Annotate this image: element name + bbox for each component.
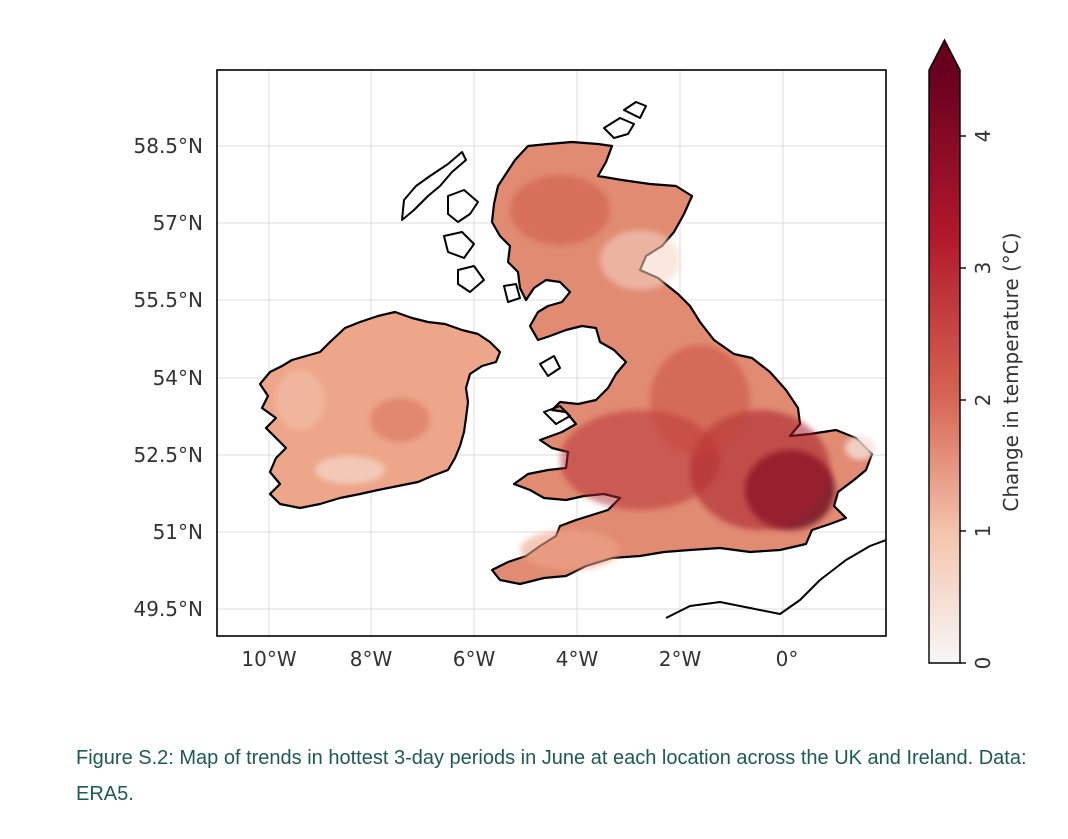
lon-label: 2°W <box>659 647 702 671</box>
shetland-coast <box>623 101 647 119</box>
anglesey-coast <box>543 405 571 425</box>
france-coast <box>665 539 886 619</box>
lat-label: 52.5°N <box>134 443 204 467</box>
lat-label: 54°N <box>153 366 203 390</box>
colorbar-extend-arrow <box>929 40 960 70</box>
colorbar-gradient <box>929 70 960 663</box>
colorbar: 0 1 2 3 4 Change in temperature (°C) <box>928 38 1023 670</box>
map-figure: 58.5°N 57°N 55.5°N 54°N 52.5°N 51°N 49.5… <box>134 38 1023 671</box>
island-coastlines <box>401 101 886 619</box>
islay-coast <box>457 265 485 293</box>
isle-of-man-coast <box>539 355 561 377</box>
skye-coast <box>447 189 479 223</box>
colorbar-tick-label: 0 <box>971 657 995 670</box>
ireland-landmass <box>258 310 502 510</box>
arran-coast <box>503 283 521 303</box>
plot-frame <box>216 69 887 637</box>
latitude-labels: 58.5°N 57°N 55.5°N 54°N 52.5°N 51°N 49.5… <box>134 134 204 621</box>
lon-label: 0° <box>776 647 799 671</box>
lat-label: 51°N <box>153 520 203 544</box>
lat-label: 49.5°N <box>134 597 204 621</box>
longitude-labels: 10°W 8°W 6°W 4°W 2°W 0° <box>241 647 798 671</box>
outer-hebrides-coast <box>401 151 467 221</box>
mull-coast <box>443 231 475 259</box>
colorbar-outline <box>928 38 961 664</box>
lon-label: 4°W <box>556 647 599 671</box>
lon-label: 6°W <box>453 647 496 671</box>
lat-label: 57°N <box>153 211 203 235</box>
lon-label: 8°W <box>350 647 393 671</box>
orkney-coast <box>603 117 635 139</box>
colorbar-label: Change in temperature (°C) <box>999 232 1023 511</box>
lat-label: 58.5°N <box>134 134 204 158</box>
colorbar-tick-label: 4 <box>971 130 995 143</box>
colorbar-tick-label: 2 <box>971 394 995 407</box>
great-britain-landmass <box>490 140 875 586</box>
figure-caption: Figure S.2: Map of trends in hottest 3-d… <box>76 747 1027 805</box>
colorbar-tick-label: 3 <box>971 262 995 275</box>
colorbar-tick-label: 1 <box>971 525 995 538</box>
lat-label: 55.5°N <box>134 288 204 312</box>
lon-label: 10°W <box>241 647 296 671</box>
